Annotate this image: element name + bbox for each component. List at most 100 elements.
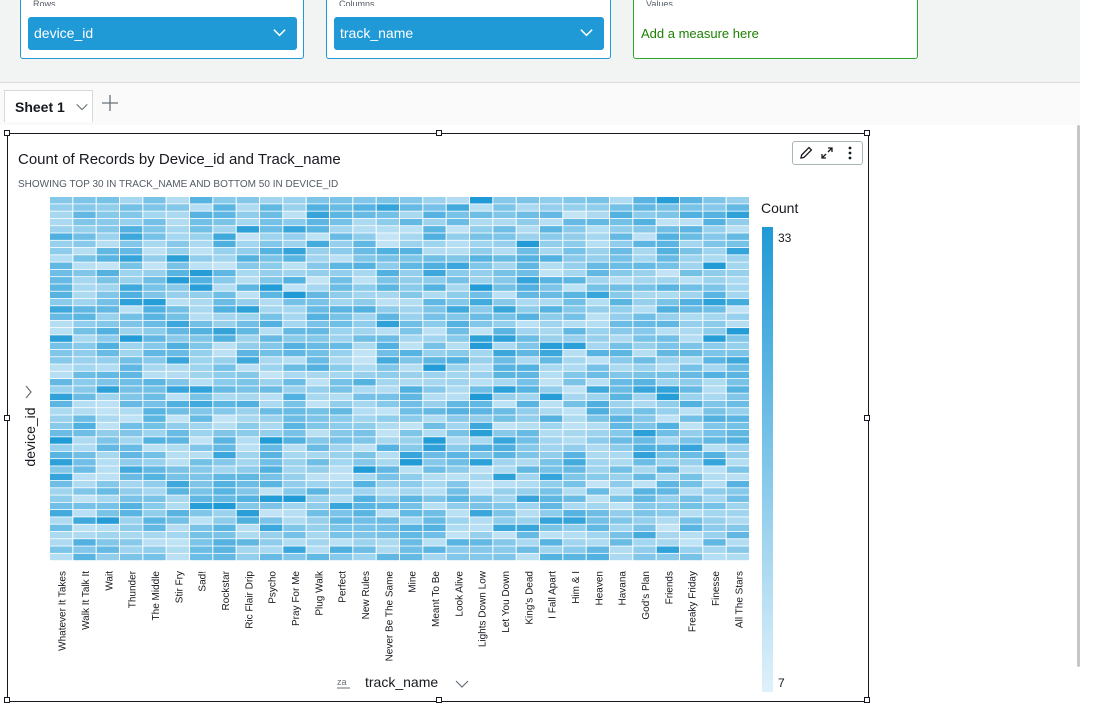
heatmap-cell[interactable] <box>680 502 703 510</box>
heatmap-cell[interactable] <box>516 262 539 269</box>
heatmap-cell[interactable] <box>213 546 236 553</box>
heatmap-cell[interactable] <box>353 247 376 255</box>
heatmap-cell[interactable] <box>236 546 259 553</box>
heatmap-cell[interactable] <box>563 204 586 211</box>
heatmap-cell[interactable] <box>680 429 703 437</box>
heatmap-cell[interactable] <box>306 211 329 219</box>
heatmap-cell[interactable] <box>306 531 329 539</box>
heatmap-cell[interactable] <box>610 211 633 219</box>
heatmap-cell[interactable] <box>283 415 306 422</box>
heatmap-cell[interactable] <box>73 553 96 561</box>
heatmap-cell[interactable] <box>283 357 306 364</box>
heatmap-cell[interactable] <box>120 240 143 248</box>
heatmap-cell[interactable] <box>610 262 633 269</box>
heatmap-cell[interactable] <box>166 357 189 364</box>
heatmap-cell[interactable] <box>680 262 703 269</box>
heatmap-cell[interactable] <box>190 313 213 320</box>
heatmap-cell[interactable] <box>446 218 469 226</box>
heatmap-cell[interactable] <box>213 517 236 524</box>
heatmap-cell[interactable] <box>703 524 726 532</box>
heatmap-cell[interactable] <box>143 306 166 313</box>
heatmap-cell[interactable] <box>50 393 73 401</box>
x-tick-label[interactable]: Meant To Be <box>431 571 442 627</box>
heatmap-cell[interactable] <box>656 429 679 437</box>
x-tick-label[interactable]: Pray For Me <box>291 571 302 626</box>
heatmap-cell[interactable] <box>166 218 189 226</box>
chevron-right-icon[interactable] <box>25 385 32 399</box>
heatmap-cell[interactable] <box>120 313 143 320</box>
heatmap-cell[interactable] <box>50 510 73 517</box>
heatmap-cell[interactable] <box>703 510 726 517</box>
heatmap-cell[interactable] <box>493 218 516 226</box>
heatmap-cell[interactable] <box>73 415 96 422</box>
heatmap-cell[interactable] <box>306 422 329 430</box>
heatmap-cell[interactable] <box>50 226 73 233</box>
heatmap-cell[interactable] <box>120 510 143 517</box>
heatmap-cell[interactable] <box>516 306 539 313</box>
heatmap-cell[interactable] <box>50 531 73 539</box>
heatmap-cell[interactable] <box>143 539 166 546</box>
heatmap-cell[interactable] <box>330 422 353 430</box>
heatmap-cell[interactable] <box>260 240 283 248</box>
heatmap-cell[interactable] <box>703 371 726 379</box>
heatmap-cell[interactable] <box>563 386 586 393</box>
heatmap-cell[interactable] <box>423 277 446 284</box>
heatmap-cell[interactable] <box>633 517 656 524</box>
heatmap-cell[interactable] <box>353 546 376 553</box>
heatmap-cell[interactable] <box>120 226 143 233</box>
heatmap-cell[interactable] <box>353 488 376 495</box>
heatmap-cell[interactable] <box>516 379 539 386</box>
heatmap-cell[interactable] <box>96 233 119 240</box>
heatmap-cell[interactable] <box>73 342 96 350</box>
heatmap-cell[interactable] <box>213 233 236 240</box>
heatmap-cell[interactable] <box>190 488 213 495</box>
heatmap-cell[interactable] <box>400 451 423 459</box>
heatmap-cell[interactable] <box>586 342 609 350</box>
heatmap-cell[interactable] <box>726 502 749 510</box>
heatmap-cell[interactable] <box>73 218 96 226</box>
heatmap-cell[interactable] <box>540 240 563 248</box>
heatmap-cell[interactable] <box>166 459 189 466</box>
heatmap-cell[interactable] <box>143 298 166 306</box>
heatmap-cell[interactable] <box>540 488 563 495</box>
heatmap-cell[interactable] <box>540 400 563 408</box>
heatmap-cell[interactable] <box>470 197 493 204</box>
heatmap-cell[interactable] <box>376 400 399 408</box>
heatmap-cell[interactable] <box>50 422 73 430</box>
values-well[interactable]: Values Add a measure here <box>633 0 918 59</box>
resize-handle[interactable] <box>864 697 870 703</box>
heatmap-cell[interactable] <box>330 342 353 350</box>
heatmap-cell[interactable] <box>306 459 329 466</box>
heatmap-cell[interactable] <box>470 400 493 408</box>
heatmap-cell[interactable] <box>470 524 493 532</box>
heatmap-cell[interactable] <box>400 262 423 269</box>
heatmap-cell[interactable] <box>400 546 423 553</box>
heatmap-cell[interactable] <box>680 328 703 335</box>
heatmap-cell[interactable] <box>376 524 399 532</box>
heatmap-cell[interactable] <box>96 473 119 481</box>
heatmap-cell[interactable] <box>306 379 329 386</box>
heatmap-cell[interactable] <box>330 400 353 408</box>
heatmap-cell[interactable] <box>143 262 166 269</box>
heatmap-cell[interactable] <box>306 320 329 328</box>
heatmap-cell[interactable] <box>516 488 539 495</box>
heatmap-cell[interactable] <box>213 488 236 495</box>
x-tick-label[interactable]: Psycho <box>268 571 279 604</box>
heatmap-cell[interactable] <box>96 539 119 546</box>
heatmap-cell[interactable] <box>586 247 609 255</box>
heatmap-cell[interactable] <box>353 473 376 481</box>
heatmap-cell[interactable] <box>166 306 189 313</box>
heatmap-cell[interactable] <box>50 517 73 524</box>
heatmap-cell[interactable] <box>120 400 143 408</box>
heatmap-cell[interactable] <box>703 466 726 473</box>
heatmap-cell[interactable] <box>656 320 679 328</box>
heatmap-cell[interactable] <box>586 531 609 539</box>
heatmap-cell[interactable] <box>470 502 493 510</box>
x-tick-label[interactable]: Wait <box>104 571 115 591</box>
heatmap-cell[interactable] <box>726 459 749 466</box>
heatmap-cell[interactable] <box>493 211 516 219</box>
heatmap-cell[interactable] <box>120 444 143 451</box>
heatmap-cell[interactable] <box>190 277 213 284</box>
heatmap-cell[interactable] <box>516 386 539 393</box>
heatmap-cell[interactable] <box>50 400 73 408</box>
